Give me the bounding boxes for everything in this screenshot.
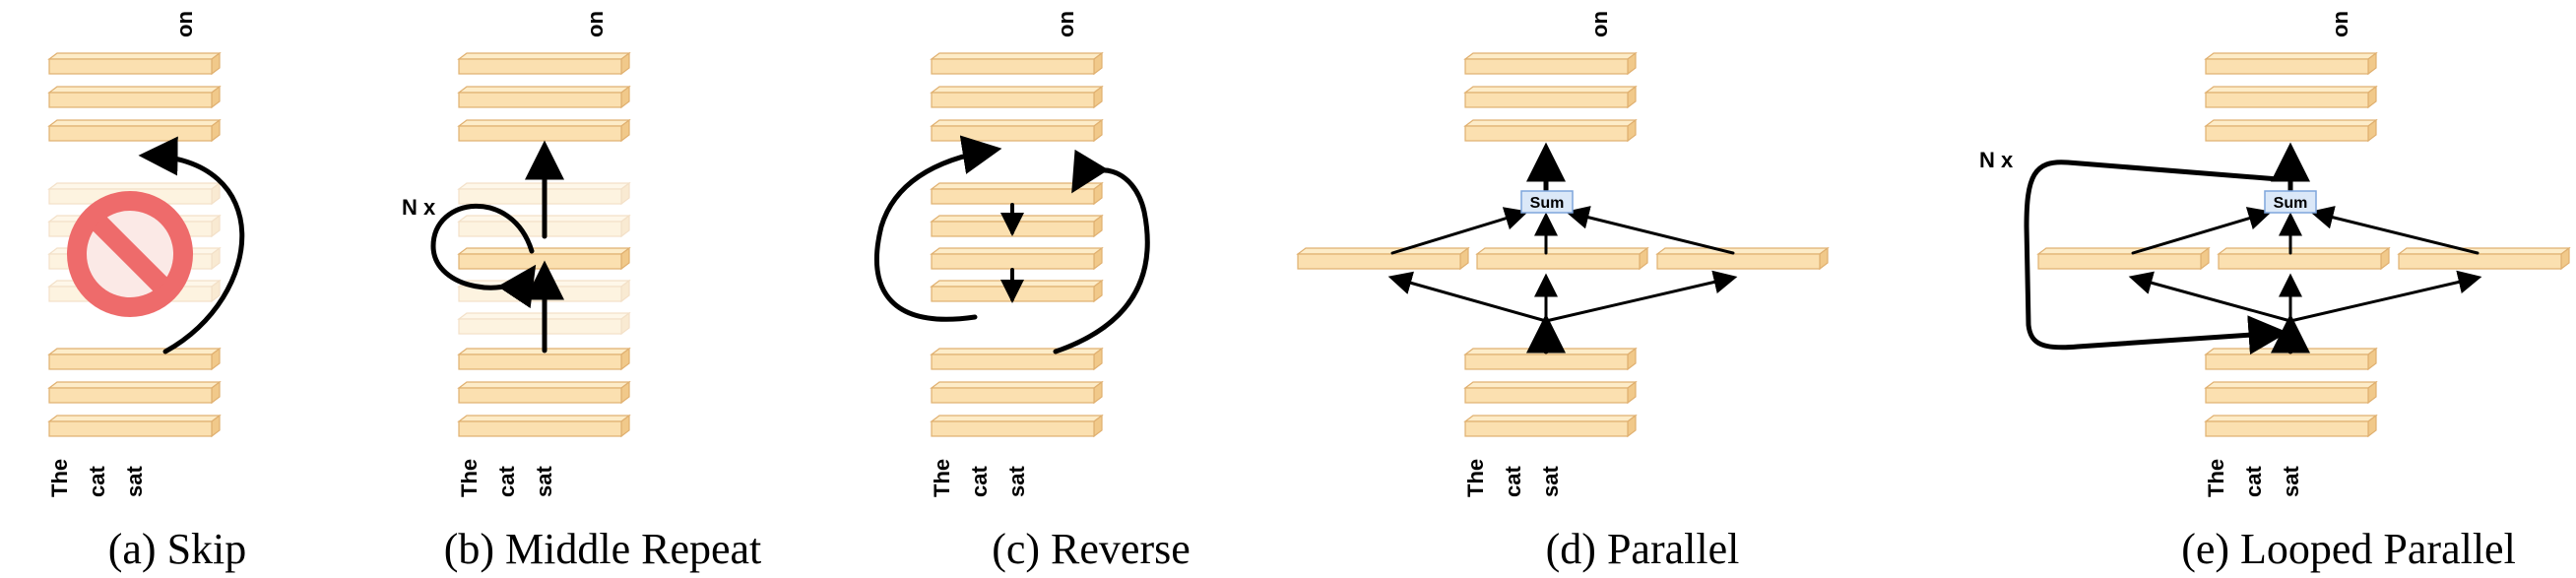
reverse-entry-arrow: [873, 135, 1002, 322]
output-token-on: on: [2328, 11, 2352, 37]
looped-feedback-arrow: [2024, 160, 2288, 355]
caption-e: (e) Looped Parallel: [2181, 525, 2516, 573]
parallel-sum-label: Sum: [1530, 195, 1565, 212]
reverse-bottom-layer-2: [930, 380, 1104, 405]
parallel-split-right: [1544, 270, 1738, 323]
looped-branch-left: [2036, 246, 2211, 271]
reverse-top-layer-3: [930, 118, 1104, 143]
reverse-bottom-layer-1: [930, 347, 1104, 371]
parallel-branch-right: [1655, 246, 1830, 271]
reverse-top-layer-2: [930, 85, 1104, 109]
input-token-the: The: [47, 459, 72, 497]
looped-top-layer-2: [2204, 85, 2378, 109]
output-token-on: on: [1054, 11, 1078, 37]
reverse-middle-layer-1: [930, 181, 1104, 206]
input-token-sat: sat: [532, 466, 556, 497]
no-entry-icon: [67, 191, 193, 317]
looped-top-layer-1: [2204, 51, 2378, 76]
reverse-middle-layer-2: [930, 214, 1104, 238]
input-token-the: The: [930, 459, 954, 497]
input-token-cat: cat: [967, 466, 992, 497]
parallel-split-left: [1387, 271, 1548, 323]
reverse-exit-arrow: [1053, 149, 1150, 354]
skip-top-layer-3: [47, 118, 222, 143]
looped-sum-label: Sum: [2274, 195, 2308, 212]
input-token-sat: sat: [1538, 466, 1563, 497]
parallel-bottom-layer-3: [1463, 414, 1638, 438]
repeat-count-label: N x: [402, 195, 436, 220]
parallel-top-layer-3: [1463, 118, 1638, 143]
looped-merge-right: [2309, 206, 2479, 255]
output-token-on: on: [1587, 11, 1612, 37]
skip-bottom-layer-3: [47, 414, 222, 438]
overlays: [67, 190, 2317, 317]
looped-bottom-layer-3: [2204, 414, 2378, 438]
input-token-the: The: [1463, 459, 1488, 497]
caption-a: (a) Skip: [108, 525, 247, 573]
reverse-middle-layer-4: [930, 279, 1104, 303]
parallel-bottom-layer-2: [1463, 380, 1638, 405]
parallel-top-layer-1: [1463, 51, 1638, 76]
skip-top-layer-1: [47, 51, 222, 76]
parallel-merge-right: [1565, 206, 1735, 255]
input-token-the: The: [2204, 459, 2228, 497]
looped-merge-left: [2131, 207, 2273, 255]
skip-bottom-layer-1: [47, 347, 222, 371]
output-token-on: on: [172, 11, 197, 37]
input-token-sat: sat: [1004, 466, 1029, 497]
parallel-sum-node[interactable]: [1520, 190, 1574, 214]
repeat-loop-arrow: [430, 203, 537, 309]
skip-bottom-layer-2: [47, 380, 222, 405]
repeat-top-layer-1: [457, 51, 631, 76]
looped-sum-node[interactable]: [2264, 190, 2317, 214]
looped-bottom-layer-2: [2204, 380, 2378, 405]
output-token-on: on: [583, 11, 608, 37]
repeat-mid-upper-layer-2: [457, 214, 631, 238]
caption-d: (d) Parallel: [1546, 525, 1740, 573]
skip-top-layer-2: [47, 85, 222, 109]
looped-branch-center: [2217, 246, 2391, 271]
reverse-middle-layer-3: [930, 246, 1104, 271]
parallel-bottom-layer-1: [1463, 347, 1638, 371]
reverse-bottom-layer-3: [930, 414, 1104, 438]
parallel-branch-left: [1296, 246, 1470, 271]
repeat-bottom-layer-2: [457, 380, 631, 405]
input-token-sat: sat: [122, 466, 147, 497]
caption-c: (c) Reverse: [992, 525, 1191, 573]
repeat-top-layer-2: [457, 85, 631, 109]
caption-b: (b) Middle Repeat: [444, 525, 762, 573]
input-token-cat: cat: [2241, 466, 2266, 497]
repeat-top-layer-3: [457, 118, 631, 143]
input-token-cat: cat: [85, 466, 109, 497]
input-token-the: The: [457, 459, 482, 497]
input-token-cat: cat: [494, 466, 519, 497]
looped-count-label: N x: [1979, 148, 2014, 172]
layer-blocks: [47, 51, 2571, 438]
parallel-merge-left: [1390, 207, 1529, 255]
looped-split-left: [2128, 271, 2292, 323]
looped-branch-right: [2397, 246, 2571, 271]
reverse-top-layer-1: [930, 51, 1104, 76]
skip-arrow: [138, 136, 245, 354]
parallel-top-layer-2: [1463, 85, 1638, 109]
input-token-sat: sat: [2279, 466, 2303, 497]
parallel-branch-center: [1475, 246, 1649, 271]
input-token-cat: cat: [1501, 466, 1525, 497]
looped-split-right: [2288, 270, 2482, 323]
repeat-bottom-layer-3: [457, 414, 631, 438]
flow-arrows: [138, 135, 2482, 355]
looped-top-layer-3: [2204, 118, 2378, 143]
